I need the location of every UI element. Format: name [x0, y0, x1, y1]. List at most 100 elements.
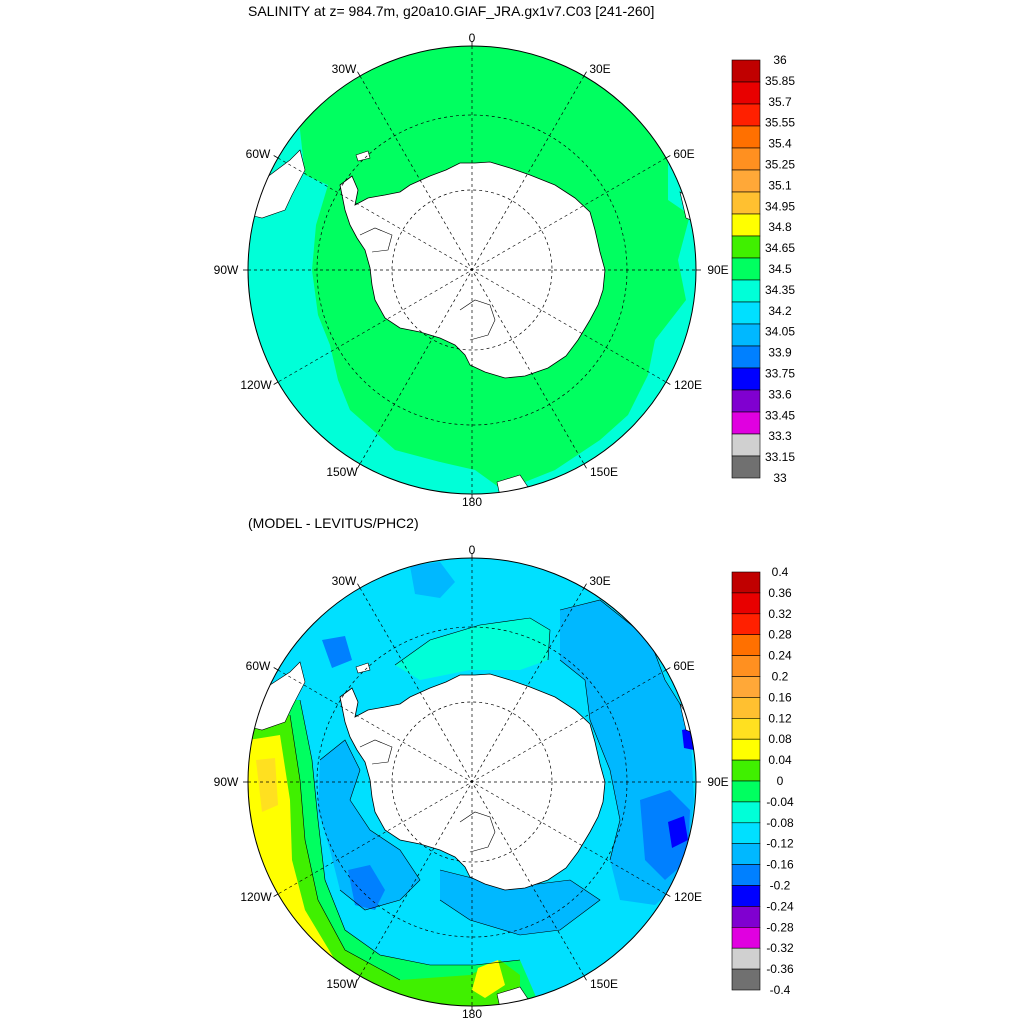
bot-lon-label: 30E — [589, 574, 610, 588]
top-colorbar-label: 34.65 — [765, 241, 795, 255]
bottom-tick — [583, 975, 587, 981]
bottom-colorbar-label: 0.2 — [772, 670, 789, 684]
top-colorbar-swatch — [731, 103, 761, 127]
bot-ice-shelf-ross — [459, 811, 496, 853]
bot-lon-label: 60W — [246, 659, 271, 673]
bottom-colorbar-swatch — [731, 634, 761, 656]
top-colorbar-swatch — [731, 279, 761, 303]
top-tick — [273, 155, 279, 159]
bottom-colorbar-label: 0.4 — [772, 565, 789, 579]
bot-lon-label: 120E — [674, 890, 702, 904]
top-colorbar-label: 34.05 — [765, 325, 795, 339]
bottom-colorbar-swatch — [731, 655, 761, 677]
bottom-colorbar-label: 0 — [777, 774, 784, 788]
bottom-colorbar-label: 0.36 — [768, 586, 792, 600]
top-ticks — [243, 41, 701, 499]
bottom-tick — [273, 893, 279, 897]
bot-lon-label: 150E — [590, 977, 618, 991]
bot-aqua-band-north — [395, 618, 550, 680]
top-tick — [273, 381, 279, 385]
top-colorbar-swatch — [731, 323, 761, 347]
bot-dkblue-west — [348, 865, 385, 910]
bottom-tick — [665, 893, 671, 897]
top-colorbar-label: 35.7 — [768, 95, 792, 109]
top-ice-shelf-weddell — [359, 227, 393, 253]
bottom-colorbar-label: 0.24 — [768, 649, 792, 663]
top-colorbar-label: 35.4 — [768, 137, 792, 151]
top-colorbar-swatch — [731, 411, 761, 435]
top-colorbar-label: 34.2 — [768, 304, 792, 318]
bot-lon-label: 60E — [673, 659, 694, 673]
top-colorbar-label: 36 — [773, 53, 787, 67]
bottom-tick — [357, 975, 361, 981]
bot-lon-label: 0 — [469, 543, 476, 557]
bottom-colorbar-label: 0.04 — [768, 753, 792, 767]
top-lon-label: 60W — [246, 147, 271, 161]
bot-contours — [289, 599, 691, 981]
bottom-colorbar-label: -0.16 — [766, 858, 794, 872]
bottom-tick — [665, 667, 671, 671]
bottom-colorbar-swatch — [731, 885, 761, 907]
bot-lon-label: 180 — [462, 1007, 482, 1021]
bottom-colorbar-label: -0.08 — [766, 816, 794, 830]
bot-blue-nw — [410, 562, 455, 598]
top-tick — [583, 71, 587, 77]
bottom-colorbar-swatch — [731, 947, 761, 970]
top-lon-label: 150W — [326, 465, 358, 479]
top-colorbar-label: 34.8 — [768, 220, 792, 234]
top-colorbar-label: 35.85 — [765, 74, 795, 88]
bottom-longitude-labels: 0 30E 60E 90E 120E 150E 180 150W 120W 90… — [214, 543, 729, 1021]
bottom-colorbar-label: 0.12 — [768, 711, 792, 725]
bottom-colorbar-swatch — [731, 676, 761, 698]
top-colorbar-swatch — [731, 59, 761, 83]
bottom-colorbar-label: -0.36 — [766, 962, 794, 976]
bottom-colorbar-swatch — [731, 759, 761, 782]
bottom-colorbar-swatch — [731, 968, 761, 991]
top-lon-label: 120W — [240, 378, 272, 392]
top-colorbar-label: 35.55 — [765, 116, 795, 130]
top-ice-shelf-ross — [459, 299, 496, 341]
top-colorbar-swatch — [731, 455, 761, 479]
bot-gold-west — [256, 758, 278, 812]
bot-blue-south — [440, 870, 600, 935]
bottom-colorbar-swatch — [731, 717, 761, 740]
bottom-colorbar-swatch — [731, 613, 761, 635]
bot-lon-label: 30W — [332, 574, 357, 588]
bottom-colorbar-label: 0.28 — [768, 628, 792, 642]
bot-lon-label: 120W — [240, 890, 272, 904]
top-tick — [665, 381, 671, 385]
bottom-colorbar: 0.4 0.36 0.32 0.28 0.24 0.2 0.16 0.12 0.08 0.04 0 -… — [731, 565, 794, 997]
bot-lon-label: 90W — [214, 775, 239, 789]
top-colorbar-swatch — [731, 81, 761, 105]
bottom-colorbar-label: -0.24 — [766, 899, 794, 913]
top-lon-label: 90W — [214, 263, 239, 277]
top-lon-label: 90E — [707, 263, 728, 277]
top-colorbar-swatch — [731, 345, 761, 369]
top-colorbar-swatch — [731, 433, 761, 457]
bot-blue-west — [318, 740, 420, 910]
bottom-colorbar-swatch — [731, 592, 761, 615]
bot-deepblue-east — [668, 816, 688, 848]
top-lon-label: 150E — [590, 465, 618, 479]
top-colorbar-swatch — [731, 389, 761, 413]
top-colorbar-label: 33.75 — [765, 367, 795, 381]
top-colorbar-swatch — [731, 147, 761, 171]
bottom-colorbar-label: 0.32 — [768, 607, 792, 621]
bottom-colorbar-label: 0.08 — [768, 732, 792, 746]
top-colorbar-swatch — [731, 169, 761, 193]
top-tick — [665, 155, 671, 159]
bottom-ticks — [243, 553, 701, 1011]
top-lon-label: 180 — [462, 495, 482, 509]
top-colorbar-label: 33.15 — [765, 450, 795, 464]
top-colorbar-label: 33 — [773, 471, 787, 485]
top-map: 0 30E 60E 90E 120E 150E 180 150W 120W 90… — [214, 31, 796, 509]
bottom-tick — [357, 583, 361, 589]
bottom-colorbar-swatch — [731, 780, 761, 803]
top-colorbar-swatch — [731, 125, 761, 149]
top-longitude-labels: 0 30E 60E 90E 120E 150E 180 150W 120W 90… — [214, 31, 729, 509]
top-land-samerica — [249, 149, 306, 219]
top-colorbar-label: 33.6 — [768, 387, 792, 401]
top-colorbar-swatch — [731, 301, 761, 325]
top-colorbar-swatch — [731, 257, 761, 281]
